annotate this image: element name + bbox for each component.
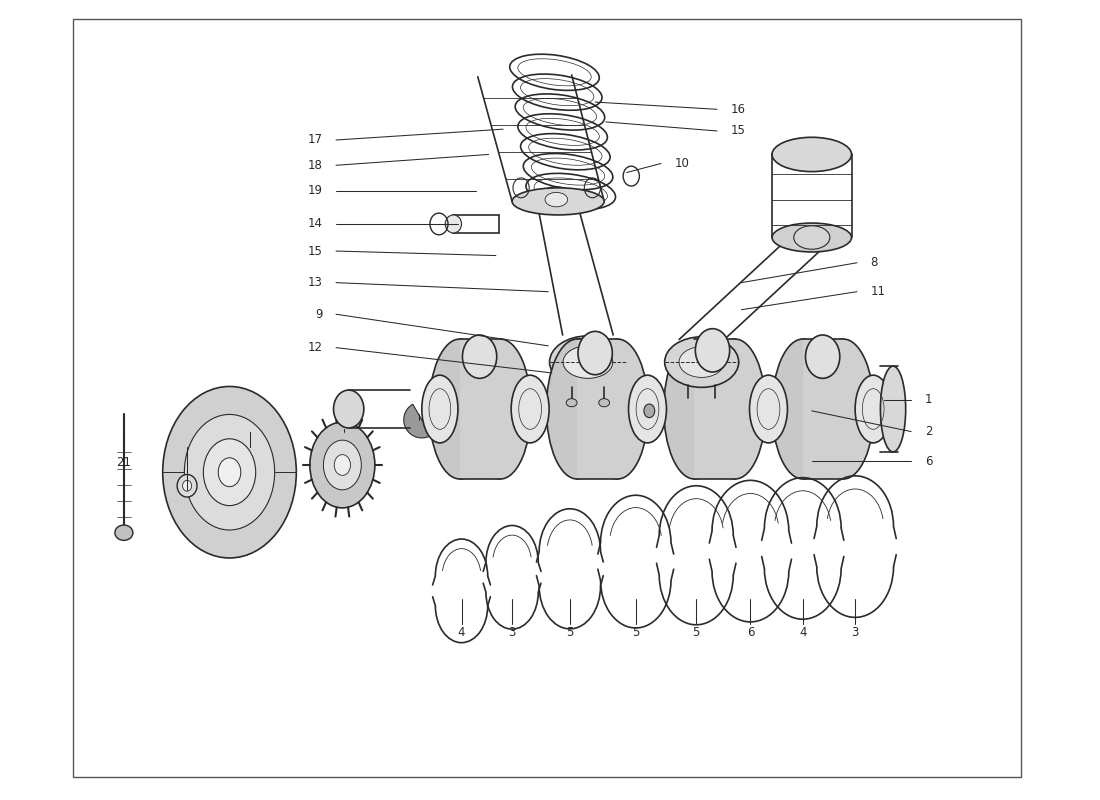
Text: 8: 8 [870,256,878,270]
Ellipse shape [644,404,654,418]
Text: 13: 13 [308,276,322,289]
Ellipse shape [429,339,491,479]
Ellipse shape [695,329,729,372]
Ellipse shape [855,375,891,443]
Text: 6: 6 [925,455,932,468]
Text: 20: 20 [243,456,257,469]
Ellipse shape [772,339,834,479]
Text: 22: 22 [179,456,195,469]
Ellipse shape [538,187,575,212]
Text: 21: 21 [117,456,131,469]
Ellipse shape [333,390,364,428]
Ellipse shape [772,223,851,252]
Ellipse shape [218,458,241,486]
Text: 19: 19 [308,184,322,197]
Text: 3: 3 [508,626,516,639]
Ellipse shape [114,525,133,540]
Bar [578,339,618,479]
Text: 2: 2 [925,425,932,438]
Ellipse shape [664,337,739,387]
Text: 12: 12 [308,341,322,354]
Text: 9: 9 [315,308,322,321]
Ellipse shape [310,422,375,508]
Ellipse shape [513,188,604,215]
Ellipse shape [544,192,568,207]
Ellipse shape [470,339,531,479]
Text: 15: 15 [730,125,746,138]
Bar [803,339,844,479]
Ellipse shape [177,474,197,497]
Text: 1: 1 [925,394,932,406]
Text: 10: 10 [674,157,690,170]
Text: 4: 4 [458,626,465,639]
Ellipse shape [772,138,851,171]
Ellipse shape [679,346,724,378]
Ellipse shape [628,375,667,443]
Wedge shape [404,404,431,438]
Text: 6: 6 [747,626,755,639]
Ellipse shape [880,366,905,452]
Ellipse shape [204,439,255,506]
Text: 11: 11 [870,285,886,298]
Ellipse shape [183,480,191,491]
Ellipse shape [421,375,458,443]
Ellipse shape [663,339,725,479]
Ellipse shape [704,339,766,479]
Ellipse shape [813,339,874,479]
Ellipse shape [185,414,275,530]
Text: 15: 15 [308,245,322,258]
Ellipse shape [323,440,361,490]
Text: 7: 7 [416,422,422,435]
Ellipse shape [805,335,839,378]
Ellipse shape [547,339,608,479]
Text: 14: 14 [308,218,322,230]
Bar [694,339,735,479]
Text: 5: 5 [632,626,639,639]
Text: 17: 17 [308,134,322,146]
Bar [460,339,500,479]
Ellipse shape [794,226,829,250]
Text: 5: 5 [693,626,700,639]
Text: 16: 16 [730,103,746,116]
Text: 23: 23 [337,441,352,454]
Ellipse shape [598,398,609,406]
Ellipse shape [512,375,549,443]
Ellipse shape [578,331,613,374]
Ellipse shape [334,454,351,475]
Ellipse shape [566,398,578,406]
Ellipse shape [587,339,648,479]
Ellipse shape [462,335,497,378]
Text: 4: 4 [799,626,806,639]
Ellipse shape [749,375,788,443]
Text: 5: 5 [566,626,573,639]
Text: 3: 3 [851,626,859,639]
Ellipse shape [563,346,613,378]
Ellipse shape [550,336,626,388]
Ellipse shape [163,386,296,558]
Ellipse shape [446,215,462,233]
Text: 18: 18 [308,158,322,172]
